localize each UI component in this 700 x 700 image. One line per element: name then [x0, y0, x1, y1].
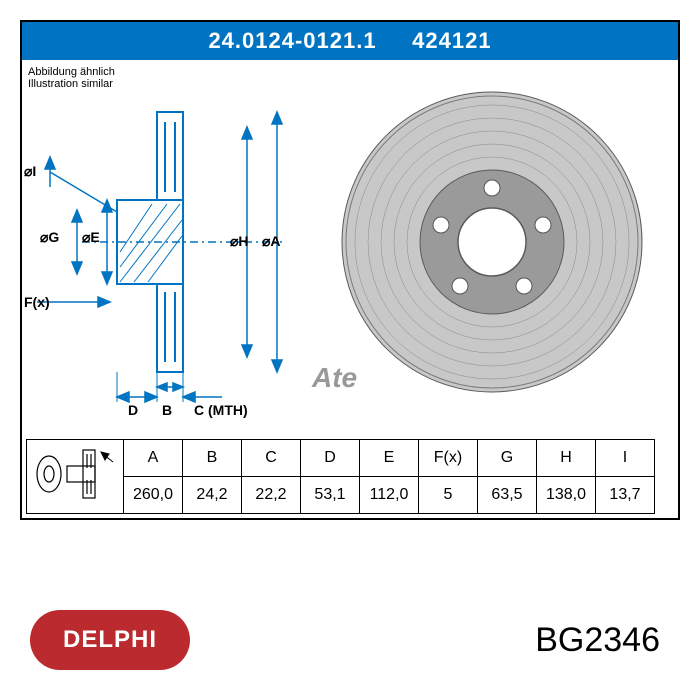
delphi-brand-text: DELPHI: [63, 626, 157, 654]
disc-icon-cell: [27, 440, 124, 514]
label-Fx: F(x): [24, 294, 50, 310]
delphi-logo: DELPHI: [30, 610, 190, 670]
brake-disc-cross-section-icon: [31, 444, 119, 504]
val-E: 112,0: [360, 477, 419, 514]
label-OH: ⌀H: [230, 233, 249, 249]
val-H: 138,0: [537, 477, 596, 514]
product-code: BG2346: [535, 621, 660, 660]
val-D: 53,1: [301, 477, 360, 514]
val-A: 260,0: [124, 477, 183, 514]
ate-watermark: Ate: [312, 362, 357, 394]
col-A: A: [124, 440, 183, 477]
val-Fx: 5: [419, 477, 478, 514]
table-header-row: A B C D E F(x) G H I: [27, 440, 655, 477]
label-C: C (MTH): [194, 402, 248, 418]
header-bar: 24.0124-0121.1 424121: [22, 22, 678, 60]
col-D: D: [301, 440, 360, 477]
label-OA: ⌀A: [262, 233, 281, 249]
col-I: I: [596, 440, 655, 477]
label-B: B: [162, 402, 172, 418]
col-C: C: [242, 440, 301, 477]
spec-frame: 24.0124-0121.1 424121 Abbildung ähnlich …: [20, 20, 680, 520]
part-number-short: 424121: [412, 28, 491, 53]
label-OI: ⌀I: [24, 163, 36, 179]
dimension-table: A B C D E F(x) G H I 260,0 24,2 22,2 53,…: [26, 439, 655, 514]
col-H: H: [537, 440, 596, 477]
val-I: 13,7: [596, 477, 655, 514]
val-C: 22,2: [242, 477, 301, 514]
col-E: E: [360, 440, 419, 477]
label-OG: ⌀G: [40, 229, 59, 245]
label-OE: ⌀E: [82, 229, 100, 245]
technical-diagram: ⌀I ⌀G ⌀E ⌀H ⌀A F(x) D B C (MTH): [22, 82, 678, 422]
col-Fx: F(x): [419, 440, 478, 477]
label-D: D: [128, 402, 138, 418]
val-B: 24,2: [183, 477, 242, 514]
col-G: G: [478, 440, 537, 477]
note-line1: Abbildung ähnlich: [28, 66, 115, 78]
col-B: B: [183, 440, 242, 477]
part-number-long: 24.0124-0121.1: [208, 28, 376, 53]
val-G: 63,5: [478, 477, 537, 514]
